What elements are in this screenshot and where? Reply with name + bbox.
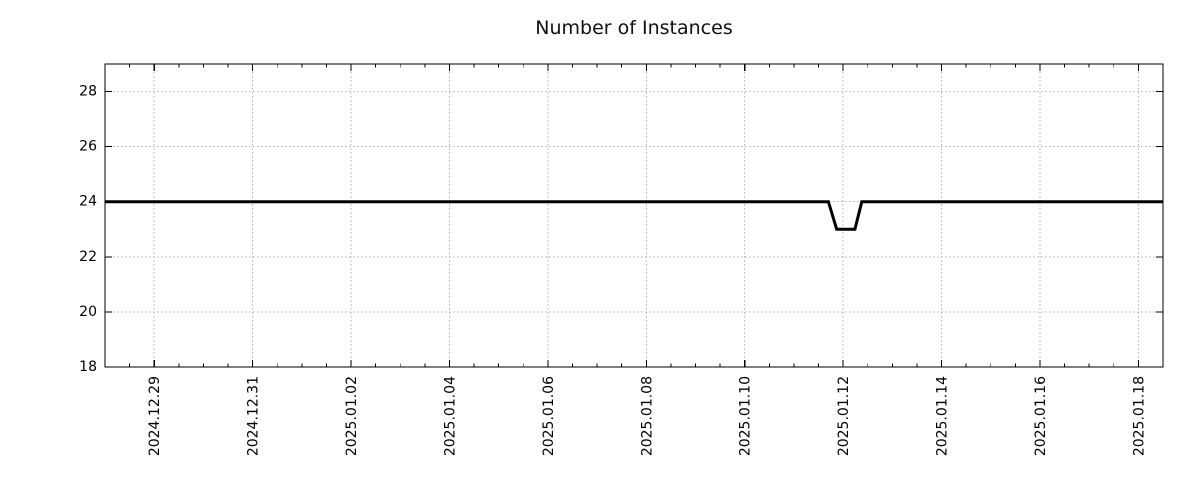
y-tick-label: 22 — [79, 249, 97, 265]
x-tick-label: 2025.01.10 — [738, 376, 754, 456]
data-series — [105, 200, 1163, 231]
y-tick-label: 26 — [79, 139, 97, 155]
x-tick-label: 2024.12.29 — [147, 376, 163, 456]
y-tick-label: 28 — [79, 84, 97, 100]
series-line — [105, 200, 1163, 231]
x-tick-label: 2025.01.06 — [541, 376, 557, 456]
axis-ticks — [105, 64, 1163, 368]
y-tick-label: 20 — [79, 304, 97, 320]
x-tick-label: 2025.01.04 — [442, 376, 458, 456]
gridlines — [105, 64, 1163, 368]
plot-border — [104, 63, 1164, 368]
x-tick-label: 2024.12.31 — [246, 376, 262, 456]
x-tick-label: 2025.01.08 — [639, 376, 655, 456]
x-tick-label: 2025.01.02 — [344, 376, 360, 456]
x-tick-label: 2025.01.16 — [1033, 376, 1049, 456]
x-tick-label: 2025.01.12 — [836, 376, 852, 456]
tick-labels: 18 20 22 24 26 28 2024.12.29 2024.12.31 2025.01.… — [79, 84, 1147, 457]
x-tick-label: 2025.01.14 — [935, 376, 951, 456]
x-tick-label: 2025.01.18 — [1131, 376, 1147, 456]
y-tick-label: 24 — [79, 194, 97, 210]
y-tick-label: 18 — [79, 359, 97, 375]
chart-title: Number of Instances — [535, 17, 733, 39]
